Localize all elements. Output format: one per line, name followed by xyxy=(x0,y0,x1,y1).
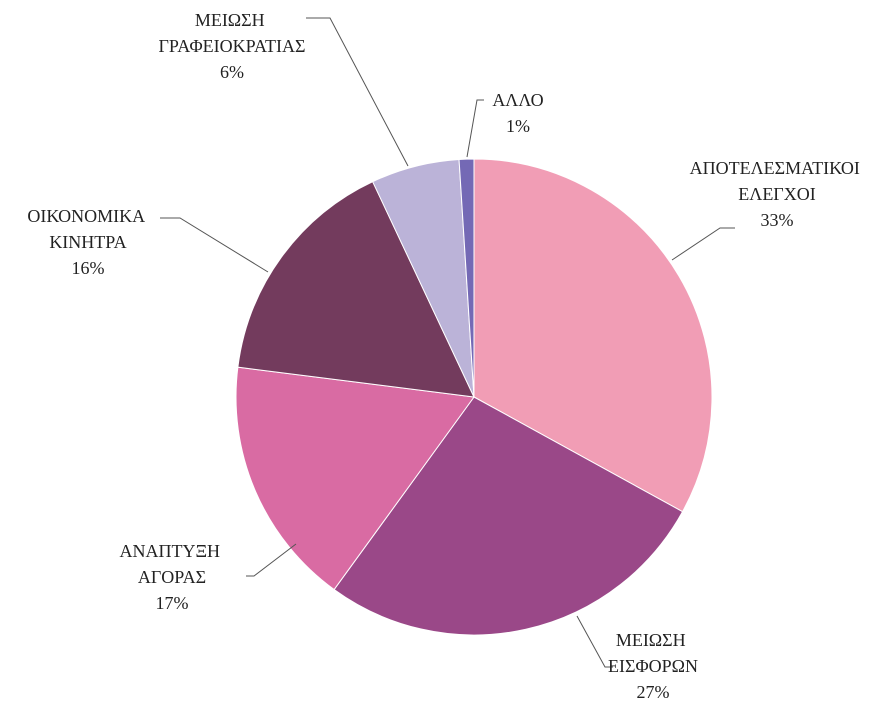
category-label: ΑΝΑΠΤΥΞΗ ΑΓΟΡΑΣ xyxy=(119,541,224,587)
category-label: ΟΙΚΟΝΟΜΙΚΑ ΚΙΝΗΤΡΑ xyxy=(27,206,148,252)
category-label: ΑΛΛΟ xyxy=(492,90,543,110)
category-label: ΜΕΙΩΣΗ ΕΙΣΦΟΡΩΝ xyxy=(608,630,698,676)
category-label: ΑΠΟΤΕΛΕΣΜΑΤΙΚΟΙ ΕΛΕΓΧΟΙ xyxy=(690,158,865,204)
pie-slice xyxy=(333,396,684,636)
labels: ΑΠΟΤΕΛΕΣΜΑΤΙΚΟΙ ΕΛΕΓΧΟΙ 33% ΜΕΙΩΣΗ ΕΙΣΦΟΡΩ… xyxy=(27,10,864,701)
pie-slice xyxy=(473,158,713,513)
leader-line xyxy=(576,615,613,668)
leader-line xyxy=(466,99,484,158)
pie-slice xyxy=(235,366,475,591)
leader-line xyxy=(246,543,297,577)
value-label: 16% xyxy=(72,258,105,278)
leader-line xyxy=(160,217,269,273)
leader-line xyxy=(671,227,735,261)
value-label: 1% xyxy=(506,116,530,136)
value-label: 17% xyxy=(156,593,189,613)
leader-line xyxy=(306,17,409,167)
value-label: 27% xyxy=(637,682,670,701)
pie-slice xyxy=(458,158,475,398)
pie xyxy=(235,158,713,636)
value-label: 33% xyxy=(761,210,794,230)
pie-slice xyxy=(237,180,475,398)
value-label: 6% xyxy=(220,62,244,82)
category-label: ΜΕΙΩΣΗ ΓΡΑΦΕΙΟΚΡΑΤΙΑΣ xyxy=(158,10,305,56)
